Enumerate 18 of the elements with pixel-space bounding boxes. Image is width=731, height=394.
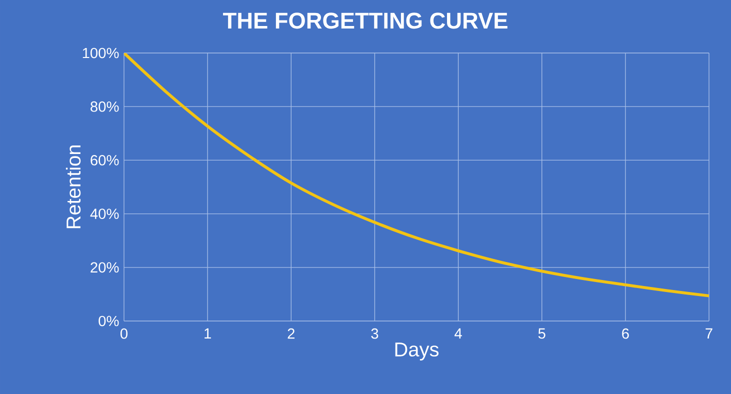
x-tick-label: 6 [622,328,629,339]
x-tick-label: 1 [204,328,211,338]
y-tick-label: 0% [98,316,119,326]
y-tick-label: 80% [90,101,119,112]
x-tick-label: 7 [706,328,712,338]
y-tick-label: 60% [90,155,119,166]
y-tick-label: 100% [82,48,119,58]
y-tick-label: 40% [90,208,119,219]
x-tick-label: 5 [538,328,546,339]
y-tick-label: 20% [90,262,119,273]
x-tick-label: 0 [120,328,128,339]
x-tick-label: 2 [288,328,294,339]
chart-title: THE FORGETTING CURVE [223,12,508,29]
line-series [124,53,710,298]
x-axis-title: Days [395,342,439,360]
x-tick-label: 4 [454,328,462,338]
x-tick-label: 3 [371,328,378,339]
y-axis-title: Retention [66,146,81,228]
